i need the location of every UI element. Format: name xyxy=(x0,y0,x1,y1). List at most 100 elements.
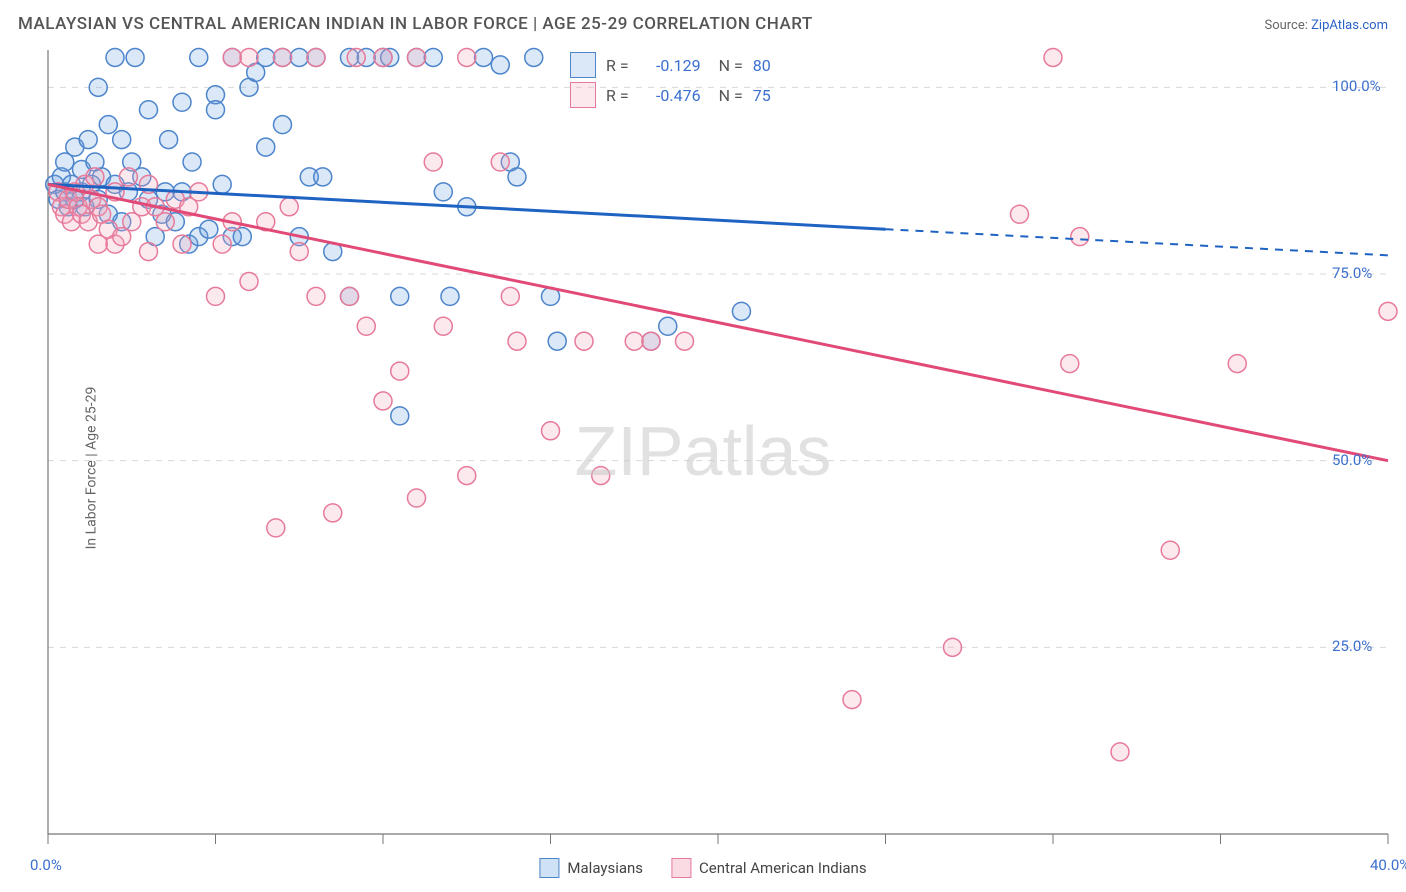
data-point xyxy=(1061,355,1079,373)
source-link[interactable]: ZipAtlas.com xyxy=(1311,18,1388,33)
data-point xyxy=(307,287,325,305)
source-credit: Source: ZipAtlas.com xyxy=(1264,18,1388,33)
data-point xyxy=(508,168,526,186)
trend-line-extension xyxy=(886,229,1389,255)
data-point xyxy=(434,317,452,335)
data-point xyxy=(475,48,493,66)
axis-tick-label: 0.0% xyxy=(30,856,62,874)
data-point xyxy=(548,332,566,350)
data-point xyxy=(274,116,292,134)
legend-label: Malaysians xyxy=(567,859,643,877)
data-point xyxy=(491,56,509,74)
data-point xyxy=(424,48,442,66)
legend-label: Central American Indians xyxy=(699,859,867,877)
data-point xyxy=(79,131,97,149)
legend-bottom: Malaysians Central American Indians xyxy=(539,858,866,878)
data-point xyxy=(156,213,174,231)
data-point xyxy=(1111,743,1129,761)
scatter-plot-svg xyxy=(0,44,1406,892)
data-point xyxy=(944,638,962,656)
data-point xyxy=(575,332,593,350)
data-point xyxy=(642,332,660,350)
legend-item: Central American Indians xyxy=(671,858,867,878)
data-point xyxy=(501,287,519,305)
legend-swatch xyxy=(539,858,559,878)
data-point xyxy=(659,317,677,335)
r-value: -0.129 xyxy=(639,56,701,75)
legend-item: Malaysians xyxy=(539,858,643,878)
data-point xyxy=(173,235,191,253)
data-point xyxy=(99,116,117,134)
data-point xyxy=(324,504,342,522)
data-point xyxy=(391,407,409,425)
data-point xyxy=(341,287,359,305)
data-point xyxy=(1379,302,1397,320)
legend-swatch xyxy=(671,858,691,878)
legend-swatch xyxy=(570,82,596,108)
data-point xyxy=(207,287,225,305)
data-point xyxy=(1228,355,1246,373)
r-value: -0.476 xyxy=(639,86,701,105)
data-point xyxy=(183,153,201,171)
trend-line xyxy=(48,184,1388,460)
data-point xyxy=(86,168,104,186)
data-point xyxy=(213,235,231,253)
data-point xyxy=(240,272,258,290)
data-point xyxy=(1011,205,1029,223)
data-point xyxy=(274,48,292,66)
data-point xyxy=(190,48,208,66)
data-point xyxy=(314,168,332,186)
data-point xyxy=(280,198,298,216)
data-point xyxy=(140,101,158,119)
data-point xyxy=(434,183,452,201)
correlation-row: R = -0.129 N = 80 xyxy=(570,52,771,78)
data-point xyxy=(625,332,643,350)
legend-swatch xyxy=(570,52,596,78)
data-point xyxy=(491,153,509,171)
axis-tick-label: 75.0% xyxy=(1332,264,1372,282)
chart-title: MALAYSIAN VS CENTRAL AMERICAN INDIAN IN … xyxy=(18,14,813,34)
axis-tick-label: 40.0% xyxy=(1370,856,1406,874)
axis-tick-label: 100.0% xyxy=(1332,77,1381,95)
data-point xyxy=(240,48,258,66)
data-point xyxy=(257,48,275,66)
r-label: R = xyxy=(606,86,629,105)
data-point xyxy=(1161,541,1179,559)
data-point xyxy=(213,175,231,193)
data-point xyxy=(267,519,285,537)
data-point xyxy=(357,317,375,335)
data-point xyxy=(391,362,409,380)
n-label: N = xyxy=(719,86,743,105)
data-point xyxy=(347,48,365,66)
data-point xyxy=(374,48,392,66)
data-point xyxy=(173,93,191,111)
n-label: N = xyxy=(719,56,743,75)
data-point xyxy=(106,48,124,66)
y-axis-title: In Labor Force | Age 25-29 xyxy=(83,387,99,550)
data-point xyxy=(257,138,275,156)
correlation-row: R = -0.476 N = 75 xyxy=(570,82,771,108)
data-point xyxy=(374,392,392,410)
axis-tick-label: 25.0% xyxy=(1332,637,1372,655)
data-point xyxy=(200,220,218,238)
data-point xyxy=(525,48,543,66)
data-point xyxy=(732,302,750,320)
data-point xyxy=(207,101,225,119)
data-point xyxy=(843,691,861,709)
data-point xyxy=(1071,228,1089,246)
data-point xyxy=(408,48,426,66)
data-point xyxy=(126,48,144,66)
correlation-box: R = -0.129 N = 80 R = -0.476 N = 75 xyxy=(570,52,771,112)
r-label: R = xyxy=(606,56,629,75)
data-point xyxy=(441,287,459,305)
data-point xyxy=(1044,48,1062,66)
data-point xyxy=(391,287,409,305)
n-value: 80 xyxy=(753,56,771,75)
data-point xyxy=(542,422,560,440)
data-point xyxy=(140,243,158,261)
chart-area: In Labor Force | Age 25-29 ZIPatlas R =-… xyxy=(0,44,1406,892)
data-point xyxy=(290,243,308,261)
n-value: 75 xyxy=(753,86,771,105)
data-point xyxy=(113,131,131,149)
data-point xyxy=(676,332,694,350)
